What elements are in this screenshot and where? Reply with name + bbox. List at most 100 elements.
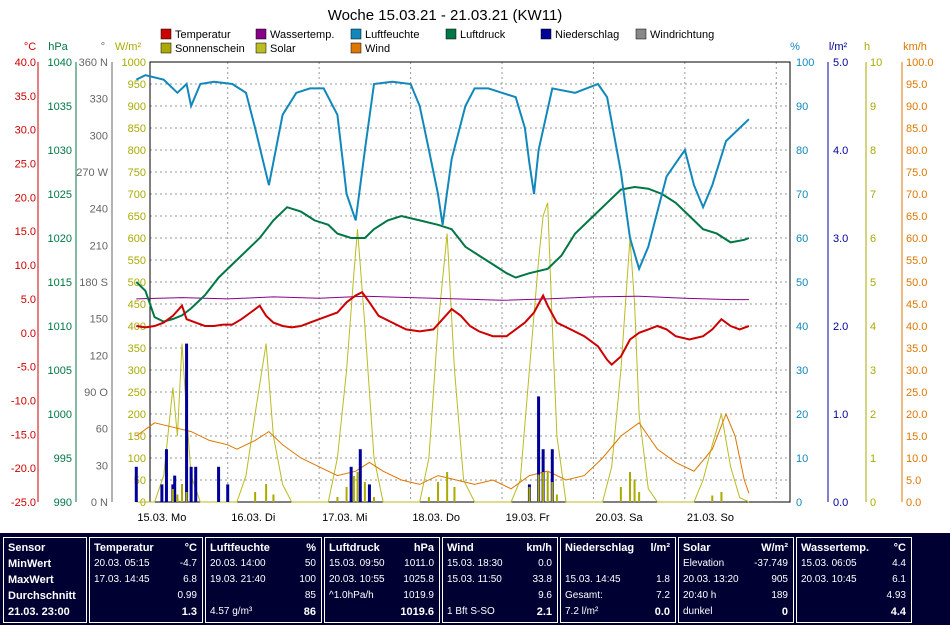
legend-label: Windrichtung: [650, 29, 714, 41]
panel-text: Sensor: [8, 542, 46, 554]
pressure-axis-tick: 1000: [48, 409, 72, 421]
panel-text: 17.03. 14:45: [94, 574, 150, 585]
axis-unit: W/m²: [115, 41, 142, 53]
solar-axis-tick: 700: [128, 189, 146, 201]
plot-frame: [149, 61, 791, 503]
panel-text: Solar: [683, 542, 711, 554]
legend-label: Wassertemp.: [270, 29, 334, 41]
humidity-axis-tick: 40: [796, 321, 808, 333]
sunshine-bar: [633, 479, 636, 502]
solar-axis-tick: 950: [128, 79, 146, 91]
sunshine-bar: [546, 472, 549, 502]
wind-axis-tick: 0.0: [906, 497, 921, 509]
wind-axis-tick: 35.0: [906, 343, 927, 355]
panel-text: Temperatur: [94, 542, 154, 554]
wind-axis-tick: 5.0: [906, 475, 921, 487]
sunshine-bar: [551, 482, 554, 502]
sun-axis-tick: 5: [870, 277, 876, 289]
temp-axis-tick: 10.0: [15, 260, 36, 272]
legend-label: Solar: [270, 43, 296, 55]
pressure-axis-tick: 990: [54, 497, 72, 509]
panel-text: Elevation: [683, 558, 725, 569]
sunshine-bar: [363, 482, 366, 502]
grid: 15.03. Mo 16.03. Di 17.03. Mi 18.03. Do 19.0…: [137, 61, 791, 524]
rain-bar: [185, 343, 189, 502]
pressure-axis-tick: 1005: [48, 365, 72, 377]
rain-bar: [194, 466, 198, 502]
panel-text: 1.3: [181, 606, 197, 618]
axis-unit: %: [790, 41, 800, 53]
panel-text: 7.2: [656, 590, 670, 601]
temp-axis-tick: 5.0: [21, 294, 36, 306]
panel-section-luftfeuchte: Luftfeuchte% 20.03. 14:00 50 19.03. 21:40 10…: [205, 537, 322, 623]
wind-axis-tick: 20.0: [906, 409, 927, 421]
panel-text: MaxWert: [8, 574, 54, 586]
panel-section-sensor: Sensor MinWert MaxWert Durchschnitt 21.03. 2…: [3, 537, 87, 623]
sunshine-bar: [352, 476, 355, 502]
pressure-axis-tick: 1040: [48, 57, 72, 69]
pressure-axis-tick: 1010: [48, 321, 72, 333]
panel-text: 20.03. 05:15: [94, 558, 150, 569]
panel-text: 20.03. 10:55: [329, 574, 385, 585]
temp-axis-tick: 0.0: [21, 328, 36, 340]
winddir-axis-tick: 150: [90, 314, 108, 326]
series-wassertemp: [136, 295, 749, 301]
sunshine-bar: [185, 492, 188, 502]
sunshine-bar: [345, 487, 348, 502]
panel-text: 4.4: [892, 558, 906, 569]
panel-text: °C: [893, 542, 906, 554]
panel-text: 21.03. 23:00: [8, 606, 70, 618]
winddir-axis-tick: 270 W: [76, 167, 108, 179]
sunshine-bar: [542, 472, 545, 502]
sun-axis-tick: 10: [870, 57, 882, 69]
panel-text: 1019.9: [403, 590, 434, 601]
temp-axis-tick: -25.0: [11, 497, 36, 509]
x-tick-label: 19.03. Fr: [506, 512, 550, 524]
panel-text: km/h: [526, 542, 552, 554]
humidity-axis-tick: 90: [796, 101, 808, 113]
rain-axis-tick: 2.0: [833, 321, 848, 333]
solar-axis-tick: 850: [128, 123, 146, 135]
x-tick-label: 16.03. Di: [231, 512, 275, 524]
panel-text: 20.03. 13:20: [683, 574, 739, 585]
winddir-axis-tick: 180 S: [79, 277, 108, 289]
temp-axis-tick: 30.0: [15, 125, 36, 137]
sunshine-bar: [555, 494, 558, 502]
series-solar: [136, 202, 750, 503]
panel-text: 7.2 l/m²: [565, 606, 599, 617]
wind-axis-tick: 65.0: [906, 211, 927, 223]
solar-axis-tick: 150: [128, 431, 146, 443]
winddir-axis-tick: 30: [96, 460, 108, 472]
winddir-axis-tick: 120: [90, 350, 108, 362]
panel-text: Wind: [447, 542, 474, 554]
panel-text: %: [306, 542, 316, 554]
panel-text: °C: [184, 542, 197, 554]
axis-unit: hPa: [48, 41, 68, 53]
sunshine-bar: [171, 489, 174, 502]
panel-text: hPa: [413, 542, 434, 554]
panel-text: 86: [303, 606, 316, 618]
panel-text: 85: [304, 590, 316, 601]
legend-swatch: [635, 28, 647, 40]
temp-axis-tick: 15.0: [15, 226, 36, 238]
legend-label: Temperatur: [175, 29, 231, 41]
humidity-axis-tick: 10: [796, 453, 808, 465]
wind-axis-tick: 70.0: [906, 189, 927, 201]
chart-title: Woche 15.03.21 - 21.03.21 (KW11): [328, 7, 563, 24]
legend-label: Sonnenschein: [175, 43, 245, 55]
panel-text: 15.03. 09:50: [329, 558, 385, 569]
legend-label: Luftdruck: [460, 29, 506, 41]
sunshine-bar: [453, 487, 456, 502]
sun-axis-tick: 7: [870, 189, 876, 201]
panel-text: l/m²: [650, 542, 670, 554]
sunshine-bar: [181, 484, 183, 502]
wind-axis-tick: 85.0: [906, 123, 927, 135]
humidity-axis-tick: 80: [796, 145, 808, 157]
winddir-axis-tick: 330: [90, 94, 108, 106]
pressure-axis-tick: 1025: [48, 189, 72, 201]
panel-text: 189: [771, 590, 788, 601]
sun-axis-tick: 8: [870, 145, 876, 157]
panel-text: 0.0: [538, 558, 552, 569]
solar-axis-tick: 200: [128, 409, 146, 421]
panel-text: 15.03. 06:05: [801, 558, 857, 569]
